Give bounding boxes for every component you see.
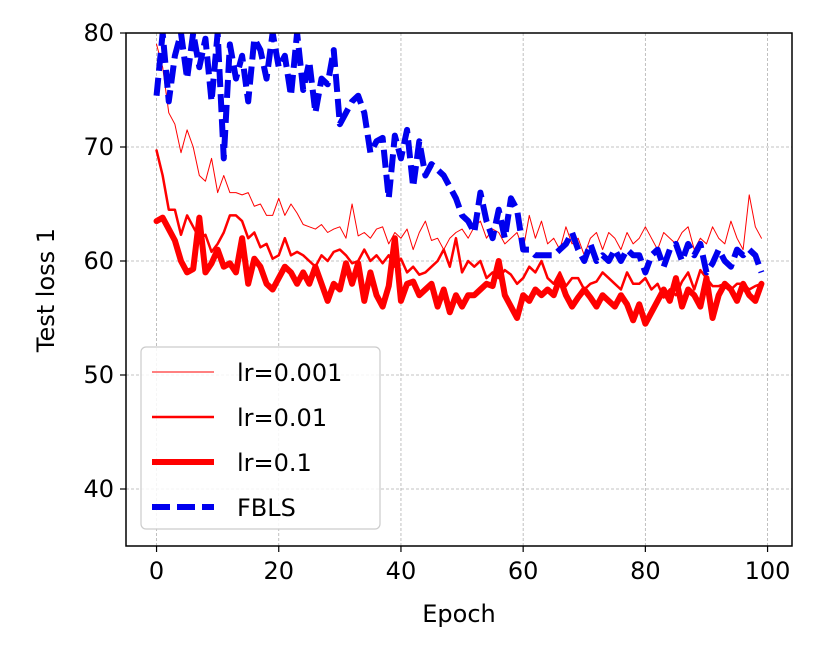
y-tick-label-0: 40: [83, 475, 114, 503]
y-tick-label-2: 60: [83, 247, 114, 275]
ticks: 0 20 40 60 80 100 40 50 60 70 80: [83, 19, 790, 585]
x-tick-label-0: 0: [149, 557, 164, 585]
legend-label-1: lr=0.01: [237, 404, 327, 432]
x-tick-label-5: 100: [745, 557, 791, 585]
x-tick-label-1: 20: [263, 557, 294, 585]
y-tick-label-1: 50: [83, 361, 114, 389]
y-tick-label-3: 70: [83, 133, 114, 161]
series-group: [153, 33, 765, 327]
y-tick-label-4: 80: [83, 19, 114, 47]
x-axis-label: Epoch: [422, 600, 496, 628]
x-tick-label-3: 60: [508, 557, 539, 585]
legend-label-3: FBLS: [237, 494, 296, 522]
x-tick-label-4: 80: [630, 557, 661, 585]
plot-frame: [125, 32, 793, 547]
legend-label-0: lr=0.001: [237, 359, 342, 387]
legend: lr=0.001 lr=0.01 lr=0.1 FBLS: [140, 346, 381, 530]
y-axis-label: Test loss 1: [32, 228, 60, 353]
legend-box: [140, 346, 381, 530]
legend-label-2: lr=0.1: [237, 449, 312, 477]
series-line-0: [156, 43, 762, 256]
series-line-2: [153, 214, 765, 327]
series-line-3: [153, 33, 765, 276]
x-tick-label-2: 40: [386, 557, 417, 585]
